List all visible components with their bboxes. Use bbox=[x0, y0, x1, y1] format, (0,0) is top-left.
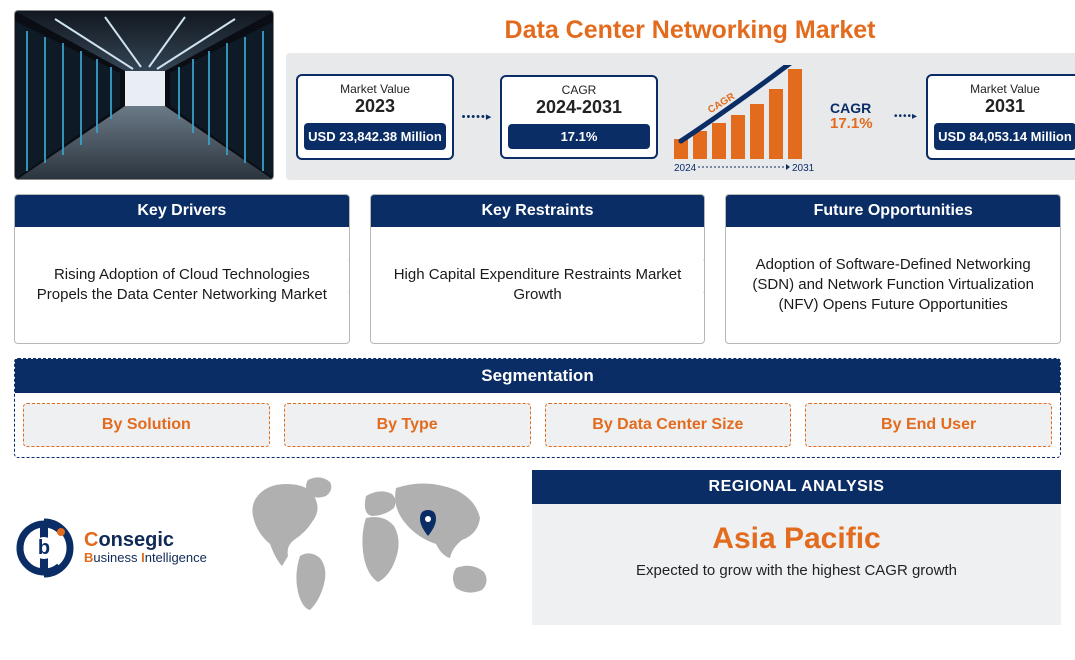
metric-2023-value: USD 23,842.38 Million bbox=[304, 123, 446, 150]
regional-body: Asia Pacific Expected to grow with the h… bbox=[532, 504, 1061, 625]
driver-header-1: Key Restraints bbox=[371, 195, 705, 227]
metric-2031-label: Market Value bbox=[934, 82, 1075, 96]
metric-cagr-label: CAGR bbox=[508, 83, 650, 97]
seg-by-end-user: By End User bbox=[805, 403, 1052, 447]
bottom-row: b Consegic Business Intelligence bbox=[14, 470, 1061, 625]
dots-arrow-1: •••••▸ bbox=[460, 110, 494, 123]
metric-2031: Market Value 2031 USD 84,053.14 Million bbox=[926, 74, 1075, 160]
driver-body-2: Adoption of Software-Defined Networking … bbox=[726, 227, 1060, 343]
cagr-pct: 17.1% bbox=[830, 116, 886, 133]
logo-icon: b bbox=[14, 518, 74, 578]
logo-text: Consegic Business Intelligence bbox=[84, 529, 207, 565]
cagr-side-label: CAGR 17.1% bbox=[830, 101, 886, 133]
growth-start-year: 2024 bbox=[674, 163, 697, 174]
region-name: Asia Pacific bbox=[542, 522, 1051, 556]
metric-cagr-value: 17.1% bbox=[508, 124, 650, 149]
seg-by-solution: By Solution bbox=[23, 403, 270, 447]
seg-by-data-center-size: By Data Center Size bbox=[545, 403, 792, 447]
growth-graphic: CAGR 2024 2031 bbox=[664, 65, 824, 169]
segmentation: Segmentation By Solution By Type By Data… bbox=[14, 358, 1061, 458]
metric-2023-year: 2023 bbox=[304, 96, 446, 117]
driver-body-0: Rising Adoption of Cloud Technologies Pr… bbox=[15, 227, 349, 343]
logo-block: b Consegic Business Intelligence bbox=[14, 470, 224, 625]
svg-text:b: b bbox=[38, 537, 50, 559]
segmentation-header: Segmentation bbox=[15, 359, 1060, 393]
dots-arrow-2: ••••▸ bbox=[892, 111, 920, 122]
metric-cagr: CAGR 2024-2031 17.1% bbox=[500, 75, 658, 159]
metrics-band: Market Value 2023 USD 23,842.38 Million … bbox=[286, 53, 1075, 180]
driver-header-2: Future Opportunities bbox=[726, 195, 1060, 227]
page-title: Data Center Networking Market bbox=[286, 10, 1075, 53]
driver-future-opportunities: Future Opportunities Adoption of Softwar… bbox=[725, 194, 1061, 344]
top-right: Data Center Networking Market Market Val… bbox=[286, 10, 1075, 180]
metric-2023: Market Value 2023 USD 23,842.38 Million bbox=[296, 74, 454, 160]
data-center-svg bbox=[15, 11, 274, 180]
growth-end-year: 2031 bbox=[792, 163, 815, 174]
driver-header-0: Key Drivers bbox=[15, 195, 349, 227]
metric-2031-value: USD 84,053.14 Million bbox=[934, 123, 1075, 150]
region-sub: Expected to grow with the highest CAGR g… bbox=[542, 562, 1051, 579]
metric-cagr-period: 2024-2031 bbox=[508, 97, 650, 118]
top-row: Data Center Networking Market Market Val… bbox=[14, 10, 1061, 180]
world-map bbox=[238, 470, 518, 625]
cagr-word: CAGR bbox=[830, 101, 886, 116]
driver-key-restraints: Key Restraints High Capital Expenditure … bbox=[370, 194, 706, 344]
regional-block: REGIONAL ANALYSIS Asia Pacific Expected … bbox=[532, 470, 1061, 625]
driver-body-1: High Capital Expenditure Restraints Mark… bbox=[371, 227, 705, 343]
regional-header: REGIONAL ANALYSIS bbox=[532, 470, 1061, 504]
segmentation-row: By Solution By Type By Data Center Size … bbox=[23, 403, 1052, 447]
metric-2023-label: Market Value bbox=[304, 82, 446, 96]
metric-2031-year: 2031 bbox=[934, 96, 1075, 117]
drivers-row: Key Drivers Rising Adoption of Cloud Tec… bbox=[14, 194, 1061, 344]
logo-line2: Business Intelligence bbox=[84, 551, 207, 565]
growth-svg: CAGR 2024 2031 bbox=[664, 65, 824, 175]
driver-key-drivers: Key Drivers Rising Adoption of Cloud Tec… bbox=[14, 194, 350, 344]
hero-image bbox=[14, 10, 274, 180]
seg-by-type: By Type bbox=[284, 403, 531, 447]
world-map-svg bbox=[238, 470, 518, 620]
logo-line1: Consegic bbox=[84, 529, 207, 551]
